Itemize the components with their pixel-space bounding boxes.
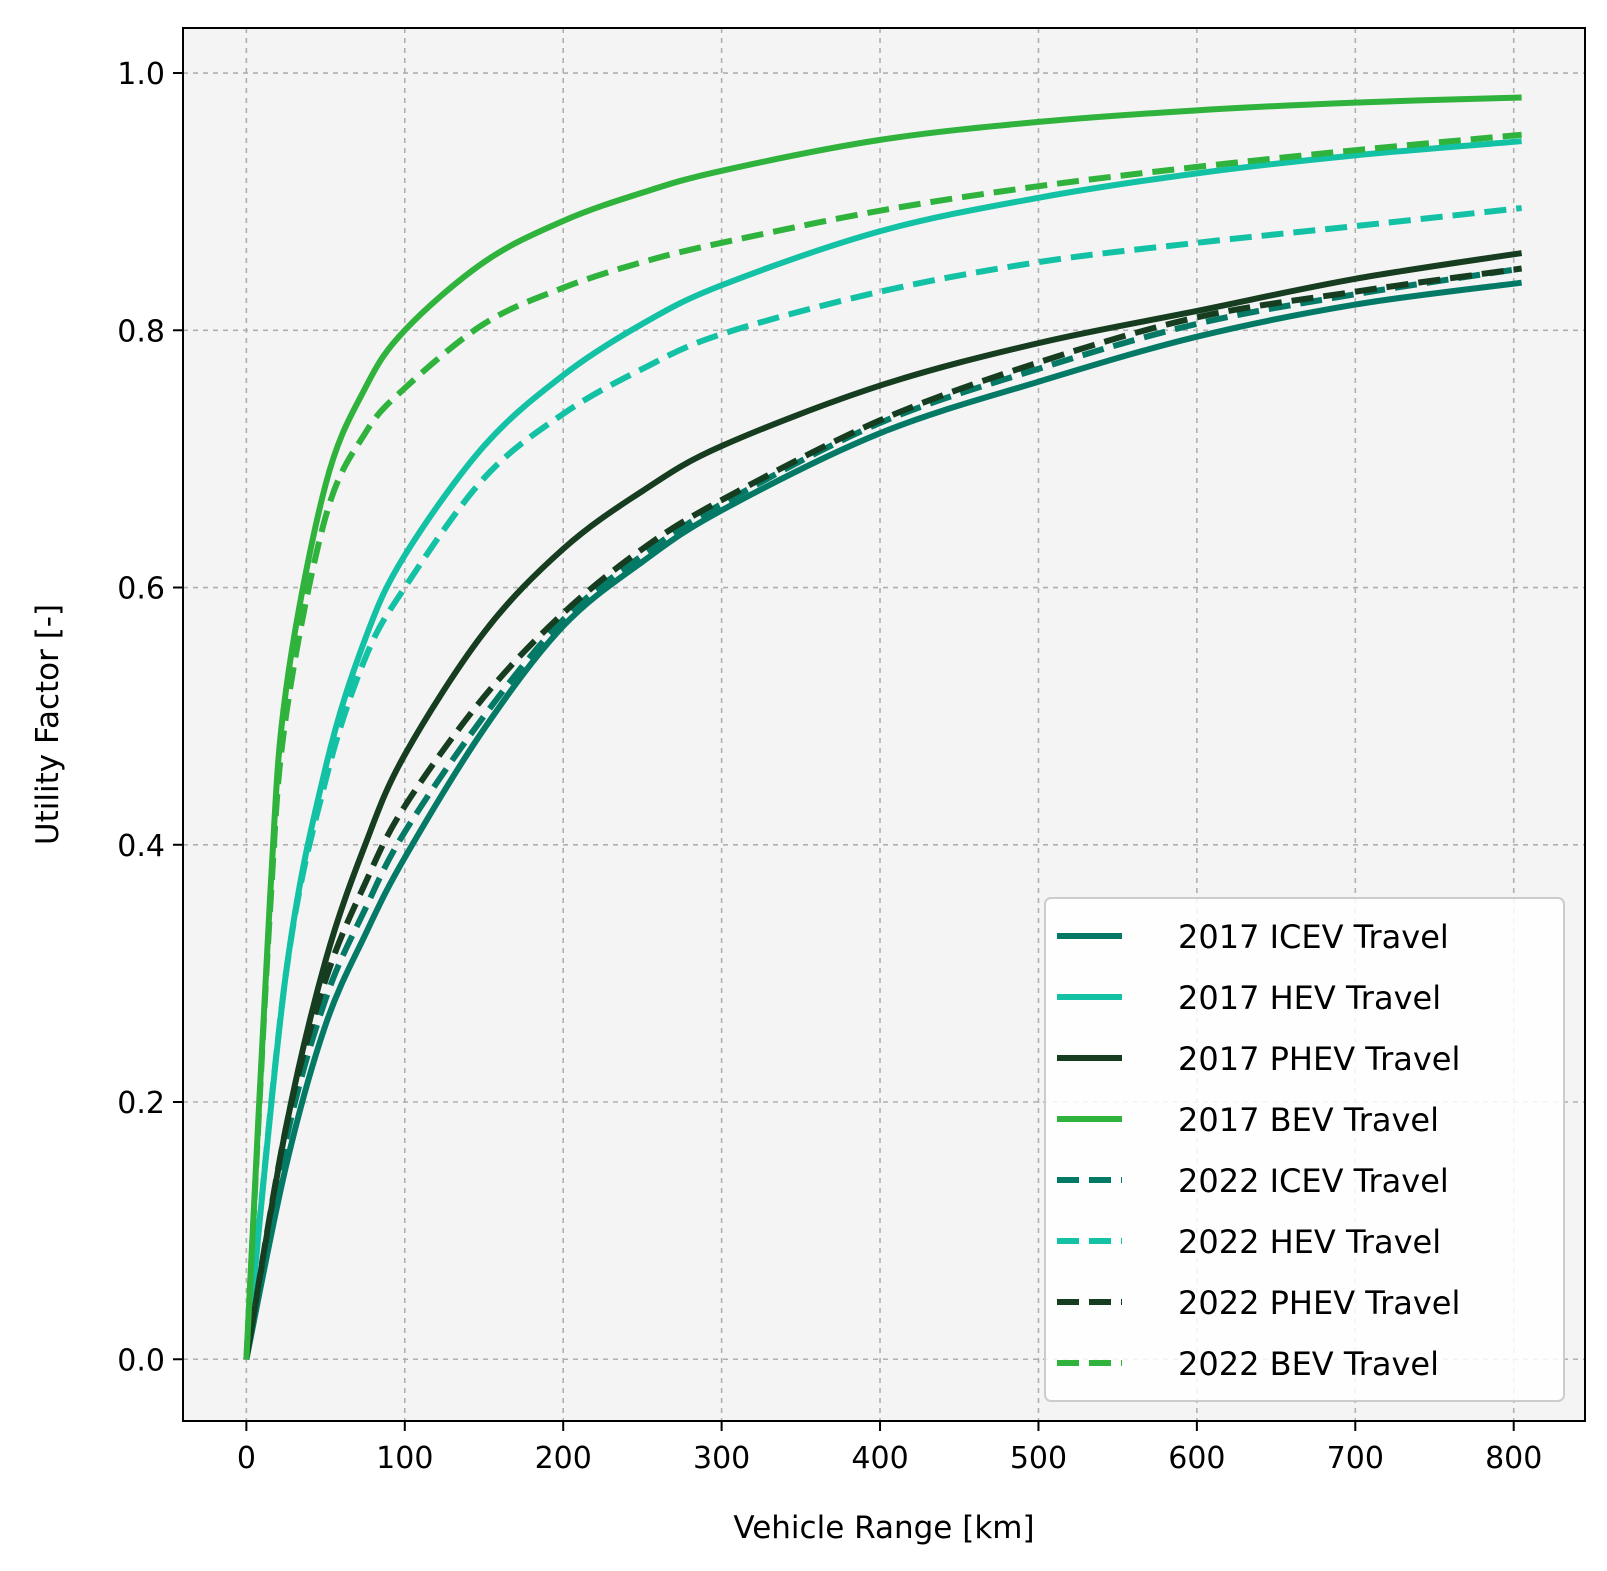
- legend-box: [1044, 897, 1565, 1402]
- legend-label: 2022 BEV Travel: [1178, 1345, 1439, 1383]
- y-tick-label: 0.8: [117, 314, 165, 349]
- y-tick-label: 0.2: [117, 1086, 165, 1121]
- y-tick-label: 1.0: [117, 57, 165, 92]
- legend-label: 2017 ICEV Travel: [1178, 918, 1449, 956]
- y-tick-label: 0.0: [117, 1343, 165, 1378]
- series-lines: [243, 94, 1523, 1360]
- x-tick-label: 800: [1485, 1441, 1542, 1476]
- series-line-2022-bev-travel: [243, 131, 1522, 1360]
- legend-label: 2017 PHEV Travel: [1178, 1040, 1460, 1078]
- axes-frame: [182, 27, 1586, 1422]
- x-axis-label: Vehicle Range [km]: [733, 1510, 1034, 1546]
- x-tick-label: 700: [1327, 1441, 1384, 1476]
- x-tick-label: 100: [376, 1441, 433, 1476]
- x-tick-label: 600: [1168, 1441, 1225, 1476]
- legend-label: 2017 HEV Travel: [1178, 979, 1441, 1017]
- legend-label: 2022 PHEV Travel: [1178, 1284, 1460, 1322]
- x-axis-ticks: 0 100 200 300 400 500 600 700 800: [237, 1421, 1542, 1476]
- legend: 2017 ICEV Travel 2017 HEV Travel 2017 PHEV…: [1044, 897, 1565, 1402]
- y-axis-label: Utility Factor [-]: [30, 604, 66, 845]
- y-axis-ticks: 0.0 0.2 0.4 0.6 0.8 1.0: [117, 57, 183, 1378]
- legend-label: 2022 HEV Travel: [1178, 1223, 1441, 1261]
- series-line-2017-phev-travel: [243, 250, 1523, 1360]
- x-tick-label: 400: [851, 1441, 908, 1476]
- x-tick-label: 500: [1010, 1441, 1067, 1476]
- y-tick-label: 0.4: [117, 829, 165, 864]
- y-tick-label: 0.6: [117, 572, 165, 607]
- x-tick-label: 0: [237, 1441, 256, 1476]
- x-tick-label: 200: [535, 1441, 592, 1476]
- legend-label: 2017 BEV Travel: [1178, 1101, 1439, 1139]
- series-line-2017-bev-travel: [243, 94, 1522, 1360]
- legend-label: 2022 ICEV Travel: [1178, 1162, 1449, 1200]
- series-line-2022-hev-travel: [243, 205, 1522, 1360]
- series-line-2022-icev-travel: [243, 265, 1523, 1360]
- x-tick-label: 300: [693, 1441, 750, 1476]
- series-line-2017-icev-travel: [243, 279, 1523, 1360]
